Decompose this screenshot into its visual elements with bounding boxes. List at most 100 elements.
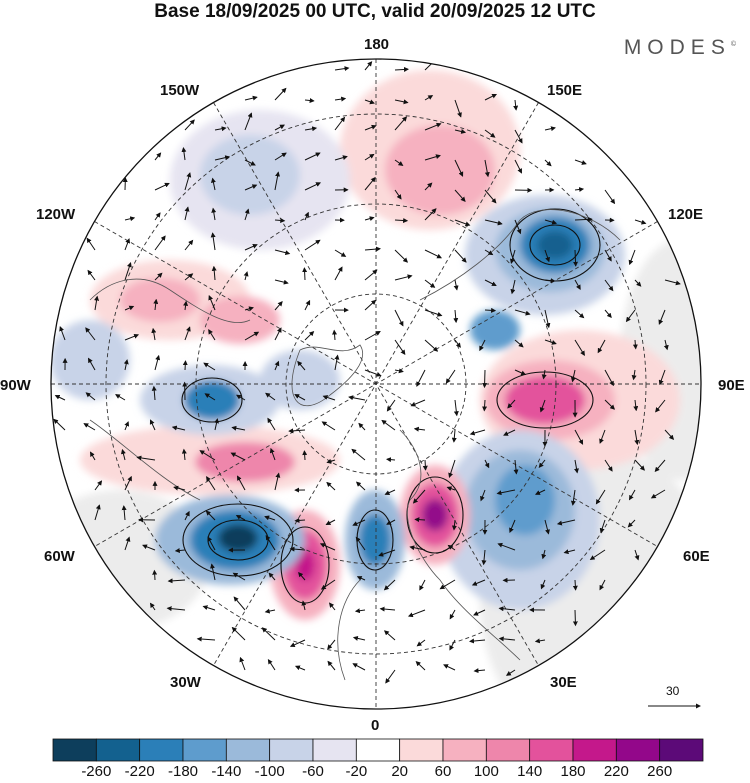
wind-vector xyxy=(183,300,189,311)
wind-vector xyxy=(199,450,216,461)
wind-vector xyxy=(481,549,487,566)
wind-vector xyxy=(115,394,126,401)
wind-vector xyxy=(53,418,66,431)
wind-vector xyxy=(386,457,396,463)
wind-vector xyxy=(599,519,606,534)
wind-vector xyxy=(294,394,306,401)
chart-title: Base 18/09/2025 00 UTC, valid 20/09/2025… xyxy=(154,1,596,22)
wind-vector xyxy=(510,279,516,295)
wind-vector xyxy=(184,172,192,191)
wind-vector xyxy=(394,189,402,200)
wind-vector xyxy=(352,635,366,641)
wind-vector xyxy=(154,152,162,161)
wind-vector xyxy=(572,609,578,627)
wind-vector xyxy=(304,152,321,161)
colorbar-tick-label: 20 xyxy=(391,763,408,780)
wind-vector xyxy=(634,279,642,287)
wind-vector xyxy=(304,331,315,341)
wind-vector xyxy=(604,369,614,387)
wind-vector xyxy=(319,543,336,551)
wind-vector xyxy=(394,159,404,166)
wind-vector xyxy=(327,660,336,671)
wind-vector xyxy=(574,459,579,474)
wind-vector xyxy=(184,510,190,521)
wind-vector xyxy=(453,399,459,417)
wind-vector xyxy=(154,212,161,221)
wind-vector xyxy=(544,309,551,329)
wind-scale-label: 30 xyxy=(666,684,680,698)
wind-vector xyxy=(424,95,434,101)
label-60w: 60W xyxy=(44,548,75,565)
wind-vector xyxy=(514,369,527,376)
wind-vector xyxy=(334,116,346,131)
colorbar-swatch xyxy=(659,738,704,762)
wind-vector xyxy=(124,216,136,222)
label-180: 180 xyxy=(364,36,390,53)
wind-vector xyxy=(574,279,581,290)
wind-vector xyxy=(364,124,377,131)
wind-vector xyxy=(604,249,612,262)
wind-vector xyxy=(274,124,285,131)
wind-vector xyxy=(454,159,464,177)
wind-vector xyxy=(171,425,186,431)
wind-vector xyxy=(540,579,546,590)
wind-vector xyxy=(628,489,636,501)
wind-vector xyxy=(326,458,336,464)
wind-vector xyxy=(154,354,161,371)
wind-vector xyxy=(274,301,283,311)
wind-vector xyxy=(184,239,194,251)
wind-vector xyxy=(124,305,135,311)
wind-vector xyxy=(394,66,409,72)
wind-vector xyxy=(327,639,336,650)
wind-vector xyxy=(364,369,382,377)
wind-vector xyxy=(416,639,426,647)
wind-vector xyxy=(264,515,276,521)
wind-vector xyxy=(379,606,396,612)
wind-vector xyxy=(473,668,486,674)
wind-vector xyxy=(544,159,552,167)
wind-vector xyxy=(424,309,443,317)
wind-vector xyxy=(124,238,131,251)
wind-vector xyxy=(484,249,494,256)
colorbar-tick-label: 180 xyxy=(560,763,586,780)
wind-vector xyxy=(454,219,471,227)
wind-vector xyxy=(424,182,433,191)
wind-vector xyxy=(534,489,546,495)
wind-vector xyxy=(631,369,637,381)
wind-vector xyxy=(151,385,157,401)
wind-vector xyxy=(184,119,195,131)
colorbar-swatch xyxy=(485,738,531,762)
wind-vector xyxy=(326,481,336,491)
wind-vector xyxy=(497,542,516,551)
wind-vector xyxy=(354,608,366,614)
wind-vector xyxy=(214,155,231,161)
wind-vector xyxy=(386,399,396,412)
wind-vector xyxy=(364,61,373,71)
wind-vector xyxy=(541,549,547,560)
wind-vector xyxy=(304,182,322,191)
wind-vector xyxy=(424,154,441,161)
wind-vector xyxy=(574,187,585,192)
wind-vector xyxy=(348,395,366,401)
wind-vector xyxy=(289,639,306,648)
label-60e: 60E xyxy=(683,548,710,565)
wind-vector xyxy=(274,152,287,161)
wind-vector xyxy=(514,339,524,348)
wind-vector xyxy=(274,279,289,285)
wind-vector xyxy=(634,549,640,561)
wind-vector xyxy=(274,472,281,491)
wind-vector xyxy=(449,639,456,651)
wind-vector xyxy=(383,630,396,641)
wind-vector xyxy=(261,627,276,641)
wind-vector xyxy=(202,605,216,611)
wind-vector xyxy=(658,369,666,386)
wind-vector xyxy=(334,354,340,371)
wind-vector xyxy=(334,266,343,281)
wind-vector xyxy=(544,339,557,345)
wind-vector xyxy=(244,112,253,131)
wind-vector xyxy=(236,394,246,401)
wind-vector xyxy=(124,475,132,491)
wind-vector xyxy=(394,274,413,281)
wind-vector xyxy=(574,429,584,445)
wind-vector xyxy=(503,429,516,436)
